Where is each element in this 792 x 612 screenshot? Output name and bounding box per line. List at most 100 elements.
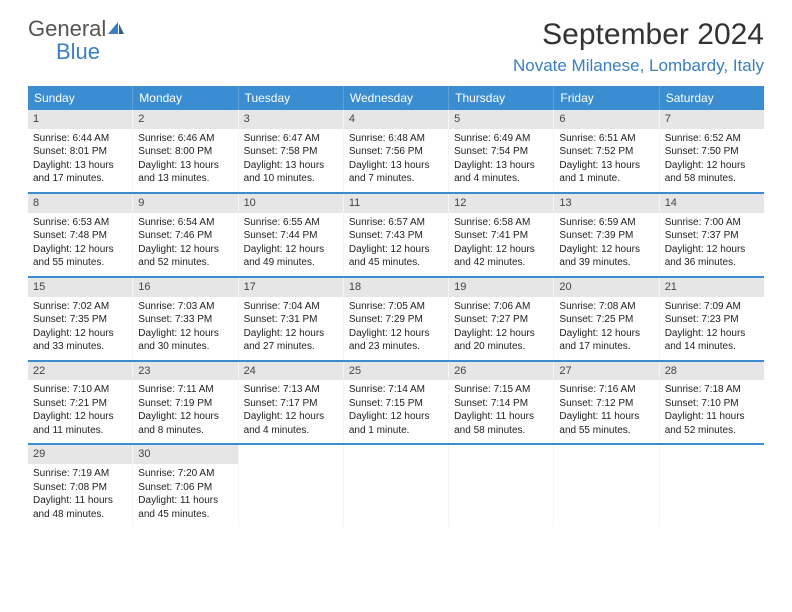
weekday-header: Thursday [449, 86, 554, 110]
day-cell: 10 Sunrise: 6:55 AMSunset: 7:44 PMDayligh… [239, 194, 344, 276]
day-cell: 5Sunrise: 6:49 AMSunset: 7:54 PMDaylight… [449, 110, 554, 192]
daylight-text: Daylight: 12 hours and 52 minutes. [138, 243, 232, 270]
sunset-text: Sunset: 7:15 PM [349, 397, 443, 411]
day-cell: 9Sunrise: 6:54 AMSunset: 7:46 PMDaylight… [133, 194, 238, 276]
sunset-text: Sunset: 7:25 PM [559, 313, 653, 327]
sunrise-text: Sunrise: 7:19 AM [33, 467, 127, 481]
daylight-text: Daylight: 11 hours and 55 minutes. [559, 410, 653, 437]
sunset-text: Sunset: 7:21 PM [33, 397, 127, 411]
sunset-text: Sunset: 7:54 PM [454, 145, 548, 159]
day-cell: 18Sunrise: 7:05 AMSunset: 7:29 PMDayligh… [344, 278, 449, 360]
logo-sail-icon [106, 20, 126, 36]
sunrise-text: Sunrise: 7:20 AM [138, 467, 232, 481]
day-number: 7 [660, 110, 764, 129]
day-cell: . [449, 445, 554, 527]
sunset-text: Sunset: 7:41 PM [454, 229, 548, 243]
weekday-header: Sunday [28, 86, 133, 110]
sunrise-text: Sunrise: 7:11 AM [138, 383, 232, 397]
weekday-header: Tuesday [239, 86, 344, 110]
day-cell: . [660, 445, 764, 527]
daylight-text: Daylight: 13 hours and 13 minutes. [138, 159, 232, 186]
logo-text-general: General [28, 16, 106, 41]
daylight-text: Daylight: 12 hours and 11 minutes. [33, 410, 127, 437]
daylight-text: Daylight: 11 hours and 52 minutes. [665, 410, 759, 437]
week-row: 15Sunrise: 7:02 AMSunset: 7:35 PMDayligh… [28, 278, 764, 362]
sunset-text: Sunset: 7:08 PM [33, 481, 127, 495]
sunset-text: Sunset: 7:19 PM [138, 397, 232, 411]
day-number: 23 [133, 362, 237, 381]
day-cell: 29Sunrise: 7:19 AMSunset: 7:08 PMDayligh… [28, 445, 133, 527]
title-block: September 2024 Novate Milanese, Lombardy… [513, 18, 764, 76]
daylight-text: Daylight: 12 hours and 27 minutes. [244, 327, 338, 354]
day-cell: 27Sunrise: 7:16 AMSunset: 7:12 PMDayligh… [554, 362, 659, 444]
day-cell: 14Sunrise: 7:00 AMSunset: 7:37 PMDayligh… [660, 194, 764, 276]
day-number: 25 [344, 362, 448, 381]
daylight-text: Daylight: 12 hours and 36 minutes. [665, 243, 759, 270]
daylight-text: Daylight: 12 hours and 17 minutes. [559, 327, 653, 354]
sunrise-text: Sunrise: 6:46 AM [138, 132, 232, 146]
day-cell: 4Sunrise: 6:48 AMSunset: 7:56 PMDaylight… [344, 110, 449, 192]
day-cell: 1Sunrise: 6:44 AMSunset: 8:01 PMDaylight… [28, 110, 133, 192]
daylight-text: Daylight: 13 hours and 1 minute. [559, 159, 653, 186]
weekday-header: Saturday [660, 86, 764, 110]
daylight-text: Daylight: 13 hours and 17 minutes. [33, 159, 127, 186]
day-number: 28 [660, 362, 764, 381]
day-number: 20 [554, 278, 658, 297]
daylight-text: Daylight: 12 hours and 1 minute. [349, 410, 443, 437]
day-cell: 15Sunrise: 7:02 AMSunset: 7:35 PMDayligh… [28, 278, 133, 360]
week-row: 8Sunrise: 6:53 AMSunset: 7:48 PMDaylight… [28, 194, 764, 278]
sunrise-text: Sunrise: 7:14 AM [349, 383, 443, 397]
day-number: 11 [344, 194, 448, 213]
sunrise-text: Sunrise: 7:04 AM [244, 300, 338, 314]
logo-text-blue: Blue [56, 39, 100, 64]
sunset-text: Sunset: 7:46 PM [138, 229, 232, 243]
sunset-text: Sunset: 8:01 PM [33, 145, 127, 159]
day-number: 12 [449, 194, 553, 213]
daylight-text: Daylight: 12 hours and 30 minutes. [138, 327, 232, 354]
day-cell: 21Sunrise: 7:09 AMSunset: 7:23 PMDayligh… [660, 278, 764, 360]
sunset-text: Sunset: 7:10 PM [665, 397, 759, 411]
day-number: 17 [239, 278, 343, 297]
day-number: 8 [28, 194, 132, 213]
day-number: 10 [239, 194, 343, 213]
day-number: 30 [133, 445, 237, 464]
day-cell: . [344, 445, 449, 527]
day-number: 19 [449, 278, 553, 297]
weekday-header-row: SundayMondayTuesdayWednesdayThursdayFrid… [28, 86, 764, 110]
sunrise-text: Sunrise: 6:55 AM [244, 216, 338, 230]
daylight-text: Daylight: 12 hours and 33 minutes. [33, 327, 127, 354]
day-number: 13 [554, 194, 658, 213]
sunset-text: Sunset: 7:39 PM [559, 229, 653, 243]
day-cell: . [554, 445, 659, 527]
day-cell: 16Sunrise: 7:03 AMSunset: 7:33 PMDayligh… [133, 278, 238, 360]
daylight-text: Daylight: 12 hours and 4 minutes. [244, 410, 338, 437]
sunset-text: Sunset: 7:06 PM [138, 481, 232, 495]
sunrise-text: Sunrise: 7:00 AM [665, 216, 759, 230]
day-cell: 28Sunrise: 7:18 AMSunset: 7:10 PMDayligh… [660, 362, 764, 444]
day-cell: 23 Sunrise: 7:11 AMSunset: 7:19 PMDayligh… [133, 362, 238, 444]
daylight-text: Daylight: 12 hours and 45 minutes. [349, 243, 443, 270]
day-number: 29 [28, 445, 132, 464]
sunrise-text: Sunrise: 6:51 AM [559, 132, 653, 146]
sunset-text: Sunset: 7:48 PM [33, 229, 127, 243]
daylight-text: Daylight: 12 hours and 49 minutes. [244, 243, 338, 270]
day-number: 6 [554, 110, 658, 129]
sunset-text: Sunset: 7:29 PM [349, 313, 443, 327]
day-number: 26 [449, 362, 553, 381]
day-number: 24 [239, 362, 343, 381]
day-cell: 30 Sunrise: 7:20 AMSunset: 7:06 PMDayligh… [133, 445, 238, 527]
day-number: 22 [28, 362, 132, 381]
day-cell: 11Sunrise: 6:57 AMSunset: 7:43 PMDayligh… [344, 194, 449, 276]
weekday-header: Friday [554, 86, 659, 110]
sunrise-text: Sunrise: 7:06 AM [454, 300, 548, 314]
sunrise-text: Sunrise: 6:44 AM [33, 132, 127, 146]
sunset-text: Sunset: 7:44 PM [244, 229, 338, 243]
week-row: 22Sunrise: 7:10 AMSunset: 7:21 PMDayligh… [28, 362, 764, 446]
sunrise-text: Sunrise: 7:13 AM [244, 383, 338, 397]
sunset-text: Sunset: 8:00 PM [138, 145, 232, 159]
day-cell: 8Sunrise: 6:53 AMSunset: 7:48 PMDaylight… [28, 194, 133, 276]
sunrise-text: Sunrise: 7:09 AM [665, 300, 759, 314]
daylight-text: Daylight: 11 hours and 45 minutes. [138, 494, 232, 521]
daylight-text: Daylight: 12 hours and 8 minutes. [138, 410, 232, 437]
day-number: 21 [660, 278, 764, 297]
